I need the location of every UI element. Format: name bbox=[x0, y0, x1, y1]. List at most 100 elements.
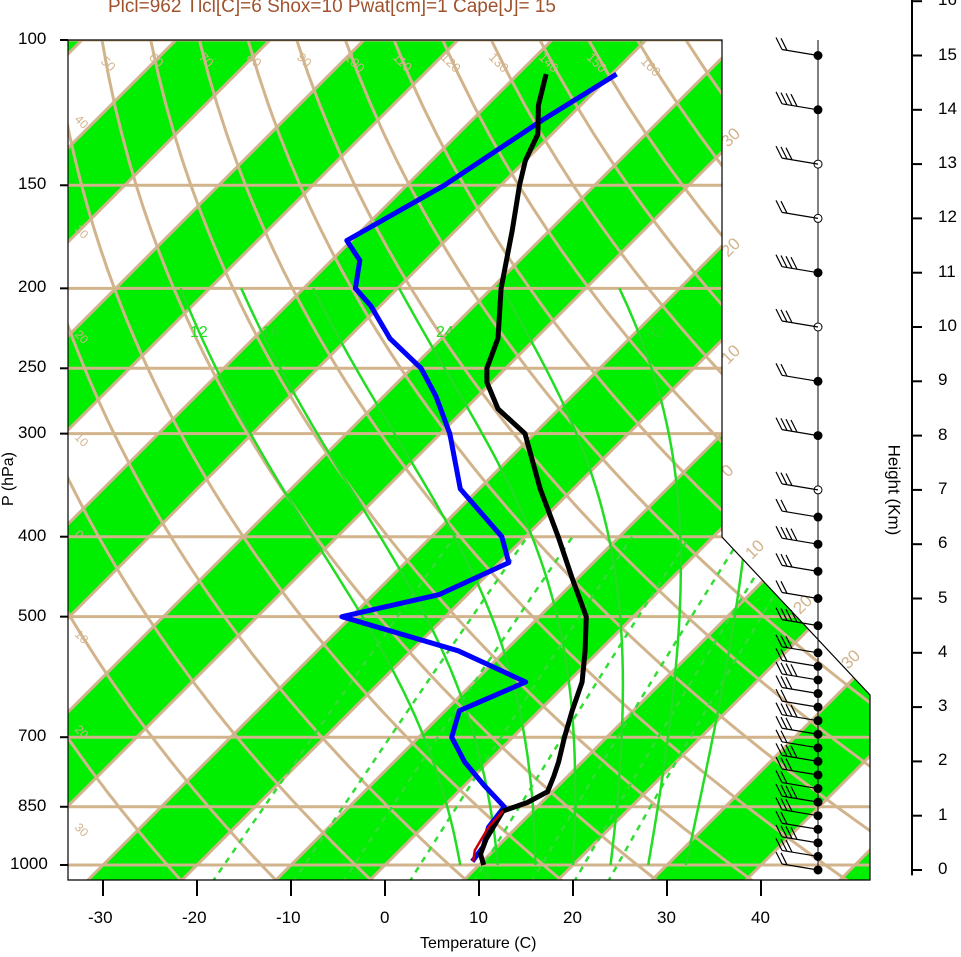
mixing-ratio-line bbox=[606, 536, 811, 880]
wind-barb bbox=[781, 686, 819, 695]
wind-barb-flag bbox=[785, 704, 793, 717]
wind-barb bbox=[781, 48, 819, 57]
isotherm-line bbox=[554, 40, 870, 880]
height-tick-label: 14 bbox=[938, 98, 957, 118]
moist-adiabat bbox=[618, 287, 683, 866]
mixing-ratio-line bbox=[472, 536, 691, 880]
wind-barb-flag bbox=[785, 418, 793, 432]
dry-adiabat bbox=[441, 40, 870, 880]
wind-barb-flag bbox=[780, 798, 788, 811]
wind-barb-flag bbox=[790, 704, 798, 718]
x-tick-label: 10 bbox=[469, 908, 488, 927]
chart-title: Plcl=962 Tlcl[C]=6 Shox=10 Pwat[cm]=1 Ca… bbox=[108, 0, 556, 17]
wind-barb bbox=[781, 483, 819, 491]
wind-barb bbox=[781, 727, 819, 735]
wind-barb-flag bbox=[775, 525, 783, 539]
dry-adiabat bbox=[68, 40, 375, 880]
height-tick-label: 4 bbox=[938, 641, 948, 661]
wind-barb-flag bbox=[790, 528, 798, 541]
wind-barb-flag bbox=[780, 648, 788, 662]
p-tick-label: 300 bbox=[18, 422, 47, 442]
y2-axis-title: Height (Km) bbox=[884, 444, 904, 536]
wind-barb-flag bbox=[775, 661, 783, 675]
wind-barb-flag bbox=[785, 676, 793, 690]
height-tick-label: 6 bbox=[938, 533, 948, 553]
wind-barb-flag bbox=[780, 825, 788, 838]
wind-barb-flag bbox=[780, 309, 788, 323]
wind-barb-flag bbox=[775, 91, 783, 105]
dry-adiabat-label: 90 bbox=[294, 50, 315, 71]
wind-barb bbox=[781, 103, 819, 111]
p-tick-label: 700 bbox=[18, 726, 47, 746]
isotherm-label: 30 bbox=[72, 820, 92, 840]
dry-adiabat bbox=[149, 40, 756, 880]
wind-barb-flag bbox=[780, 689, 788, 703]
wind-barb-flag bbox=[775, 824, 783, 838]
p-tick-label: 200 bbox=[18, 277, 47, 297]
p-tick-label: 150 bbox=[18, 174, 47, 194]
wind-barb-flag bbox=[785, 717, 793, 731]
wind-barb-flag bbox=[785, 256, 793, 269]
wind-barb-flag bbox=[775, 756, 783, 770]
wind-barb-flag bbox=[775, 783, 783, 797]
wind-barb bbox=[781, 659, 819, 667]
wind-barb-flag bbox=[775, 308, 783, 322]
wind-barb bbox=[781, 374, 819, 382]
wind-barb-flag bbox=[780, 418, 788, 431]
height-tick-label: 10 bbox=[938, 316, 957, 335]
height-tick-label: 5 bbox=[938, 587, 948, 607]
isotherm-label: 30 bbox=[837, 646, 864, 673]
height-tick-label: 0 bbox=[938, 859, 948, 878]
wind-barb-flag bbox=[785, 839, 793, 853]
height-tick-label: 16 bbox=[938, 0, 957, 10]
wind-barb-flag bbox=[775, 743, 783, 756]
wind-barb-flag bbox=[785, 554, 793, 568]
wind-barb-flag bbox=[775, 607, 783, 620]
wind-barb bbox=[781, 429, 819, 437]
wind-barb-flag bbox=[775, 634, 783, 648]
temp-band bbox=[68, 40, 477, 880]
isotherm-line bbox=[68, 40, 666, 880]
height-tick-label: 3 bbox=[938, 696, 948, 716]
wind-barb-flag bbox=[780, 852, 788, 866]
wind-barb-flag bbox=[780, 608, 788, 621]
x-tick-label: 20 bbox=[563, 908, 582, 927]
wind-barb bbox=[781, 673, 819, 681]
p-tick-label: 400 bbox=[18, 525, 47, 545]
wind-barb-flag bbox=[785, 473, 793, 486]
wind-barb bbox=[781, 754, 819, 762]
wind-barb-flag bbox=[790, 664, 798, 677]
wind-barb-flag bbox=[780, 499, 788, 513]
wind-barb-flag bbox=[785, 636, 793, 649]
sounding-profiles bbox=[339, 71, 618, 866]
dry-adiabat bbox=[295, 40, 870, 880]
temperature-bands bbox=[68, 40, 870, 880]
wind-barb bbox=[781, 564, 819, 572]
x-tick-label: -10 bbox=[276, 908, 301, 927]
wind-barb-flag bbox=[780, 635, 788, 648]
wind-barb-flag bbox=[775, 200, 783, 213]
wind-barb-flag bbox=[775, 729, 783, 743]
moist-adiabat bbox=[179, 287, 462, 866]
dry-adiabat bbox=[100, 40, 661, 880]
wind-barb-flag bbox=[785, 758, 793, 771]
wind-barb-flag bbox=[775, 580, 783, 593]
x-tick-label: -20 bbox=[182, 908, 207, 927]
dry-adiabat bbox=[343, 40, 870, 880]
p-tick-label: 100 bbox=[18, 29, 47, 48]
mixing-ratio-line bbox=[210, 535, 456, 880]
wind-barb-flag bbox=[785, 147, 793, 160]
p-tick-label: 850 bbox=[18, 795, 47, 815]
wind-barb-flag bbox=[775, 770, 783, 783]
wind-barb-flag bbox=[775, 471, 783, 485]
mixing-ratio-line bbox=[407, 536, 634, 880]
height-axis bbox=[911, 0, 922, 876]
wind-barb-flag bbox=[790, 93, 798, 107]
wind-barb bbox=[781, 619, 819, 627]
wind-barb-flag bbox=[775, 851, 783, 865]
wind-barb bbox=[781, 822, 819, 830]
wind-barb bbox=[781, 646, 819, 654]
wind-barb-flag bbox=[775, 37, 783, 50]
temp-band bbox=[461, 40, 870, 880]
height-tick-label: 1 bbox=[938, 804, 948, 824]
